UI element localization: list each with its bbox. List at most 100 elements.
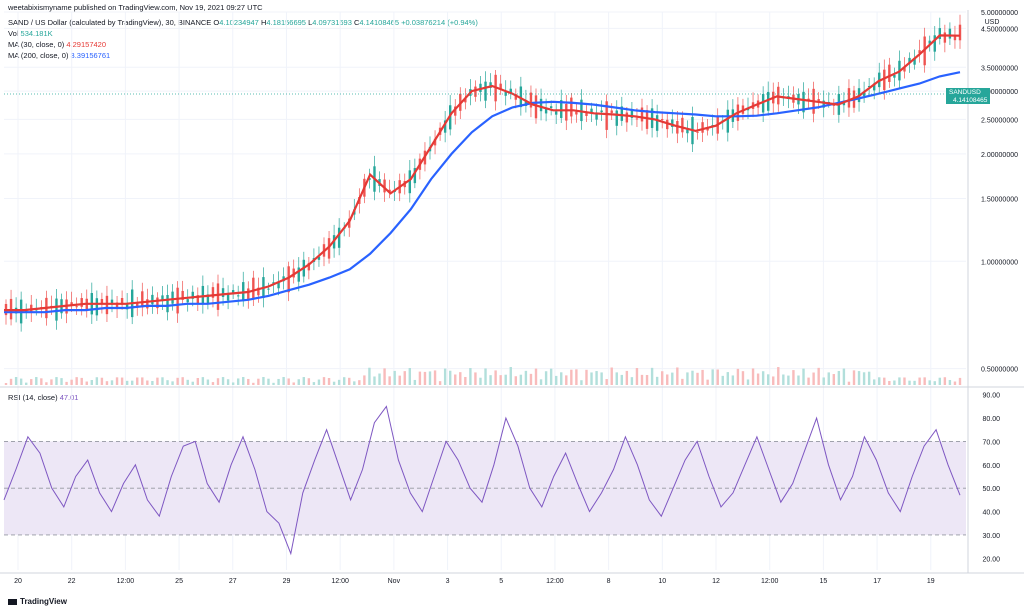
candle-body [125,303,129,310]
candle-body [161,295,164,302]
candle-body [464,98,467,103]
candle-body [176,287,179,314]
candle-body [822,100,825,108]
candle-body [120,298,124,305]
candle-body [554,111,558,115]
candle-body [666,119,669,130]
rsi-axis-label: 20.00 [982,556,1000,563]
candle-body [383,179,386,193]
ma30-line [4,34,961,312]
volume-bar [777,367,780,385]
volume-bar [90,379,94,385]
candle-body [948,28,952,39]
volume-bar [70,379,73,385]
volume-bar [570,369,573,385]
ohlc-close-label: C [353,18,360,27]
volume-bar [867,371,871,385]
candle-body [287,266,290,293]
rsi-axis-label: 90.00 [982,393,1000,400]
volume-bar [312,382,316,385]
volume-bar [282,377,285,385]
candle-body [847,88,851,108]
candle-body [151,294,154,305]
volume-bar [141,377,144,385]
candle-body [105,295,109,315]
volume-bar [782,374,785,385]
volume-bar [766,374,770,385]
price-axis-label: 4.50000000 [981,26,1018,33]
volume-bar [65,381,68,385]
candle-body [918,50,921,54]
candle-body [413,168,417,184]
candle-body [605,101,608,130]
volume-bar [731,375,735,385]
volume-bar [918,377,921,385]
candle-body [186,299,189,303]
volume-bar [181,377,184,385]
volume-bar [807,377,810,385]
candle-body [231,290,235,293]
price-axis-label: 3.00000000 [981,89,1018,96]
volume-bar [797,375,800,385]
volume-bar [620,374,624,385]
currency-label: USD [985,19,1000,26]
volume-bar [706,379,709,385]
volume-bar [221,377,225,385]
candle-body [206,294,210,304]
candle-body [85,298,88,312]
candle-body [252,277,255,299]
volume-bar [948,380,952,385]
volume-bar [756,373,760,385]
volume-bar [726,372,730,385]
volume-bar [489,375,492,385]
volume-bar [494,370,497,385]
volume-bar [242,377,245,385]
time-axis-label: 22 [68,578,76,585]
volume-bar [75,377,78,385]
candle-body [585,113,588,116]
volume-bar [534,368,538,385]
candle-body [317,256,321,260]
candle-body [913,57,916,65]
logo-text: TradingView [20,597,67,606]
candle-body [686,127,689,134]
volume-bar [650,367,654,385]
volume-bar [418,371,422,385]
candle-body [115,302,119,309]
volume-bar [4,383,8,385]
rsi-axis-label: 70.00 [982,439,1000,446]
volume-bar [640,374,644,385]
volume-bar [666,374,669,385]
candle-body [70,302,73,306]
volume-bar [191,381,194,385]
volume-bar [201,377,205,385]
candle-body [141,291,144,308]
ma200-legend: MA (200, close, 0) 3.39156761 [8,51,110,61]
volume-value: 534.181K [20,29,53,38]
volume-bar [872,379,876,385]
candle-body [95,298,99,316]
candle-body [544,108,548,114]
volume-bar [504,374,507,385]
candle-body [681,117,684,133]
candle-body [216,283,220,310]
ohlc-change: +0.03876214 (+0.94%) [401,18,478,27]
time-axis-label: 27 [229,578,237,585]
volume-bar [721,375,724,385]
candle-body [640,107,644,122]
volume-bar [635,368,639,385]
volume-bar [857,371,861,385]
volume-bar [171,381,174,385]
volume-bar [186,379,189,385]
time-axis-label: 29 [283,578,291,585]
volume-bar [125,380,129,385]
ma30-legend: MA (30, close, 0) 4.29157420 [8,40,106,50]
volume-bar [262,377,265,385]
volume-bar [156,377,159,385]
volume-bar [211,382,215,385]
time-axis-label: 17 [873,578,881,585]
volume-bar [363,375,366,385]
volume-bar [792,370,795,385]
candle-body [660,119,664,121]
